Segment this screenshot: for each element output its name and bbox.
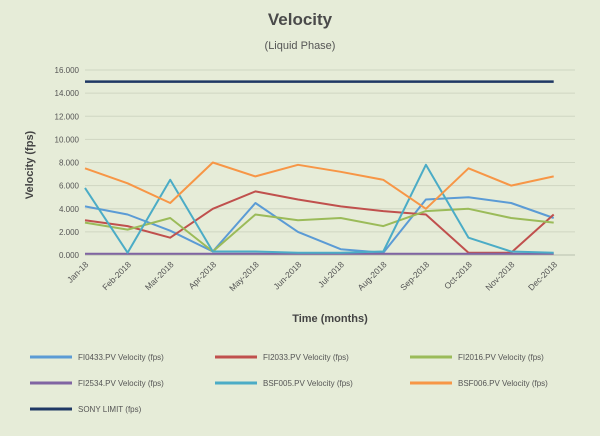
y-tick-label: 14.000 [55,89,80,98]
y-tick-label: 10.000 [55,135,80,144]
plot-area [84,80,555,255]
legend-label: BSF005.PV Velocity (fps) [263,379,353,388]
legend-label: SONY LIMIT (fps) [78,405,142,414]
series-line [84,163,554,254]
series-line [84,196,555,254]
x-tick-label: Oct-2018 [442,259,474,291]
y-axis-label: Velocity (fps) [24,130,36,199]
y-tick-label: 6.000 [59,182,80,191]
chart-subtitle: (Liquid Phase) [265,40,336,52]
series-line [84,190,555,254]
x-tick-label: Feb-2018 [100,259,133,292]
y-tick-label: 2.000 [59,228,80,237]
legend: FI0433.PV Velocity (fps) FI2033.PV Veloci… [30,353,548,414]
x-tick-label: Apr-2018 [186,259,218,291]
legend-label: FI2534.PV Velocity (fps) [78,379,164,388]
x-tick-label: Jun-2018 [271,259,303,291]
series-line [84,207,554,253]
y-tick-label: 0.000 [59,251,80,260]
chart-title: Velocity [268,10,333,29]
x-tick-label: Jan-18 [65,259,91,285]
x-tick-label: Dec-2018 [526,259,559,292]
series-line [84,161,554,210]
x-tick-label: May-2018 [227,259,261,293]
x-tick-label: Jul-2018 [316,259,346,289]
y-tick-label: 8.000 [59,159,80,168]
legend-label: FI2016.PV Velocity (fps) [458,353,544,362]
legend-label: FI0433.PV Velocity (fps) [78,353,164,362]
legend-label: FI2033.PV Velocity (fps) [263,353,349,362]
x-tick-label: Aug-2018 [356,259,389,292]
x-tick-label: Nov-2018 [483,259,516,292]
legend-label: BSF006.PV Velocity (fps) [458,379,548,388]
x-axis-label: Time (months) [292,313,368,325]
y-tick-label: 4.000 [59,205,80,214]
x-tick-label: Mar-2018 [143,259,176,292]
y-axis: 0.000 2.000 4.000 6.000 8.000 10.000 12.000 14.… [55,66,80,260]
x-tick-label: Sep-2018 [398,259,431,292]
y-tick-label: 16.000 [55,66,80,75]
x-axis: Jan-18 Feb-2018 Mar-2018 Apr-2018 May-2018 Ju… [65,259,559,293]
y-tick-label: 12.000 [55,112,80,121]
